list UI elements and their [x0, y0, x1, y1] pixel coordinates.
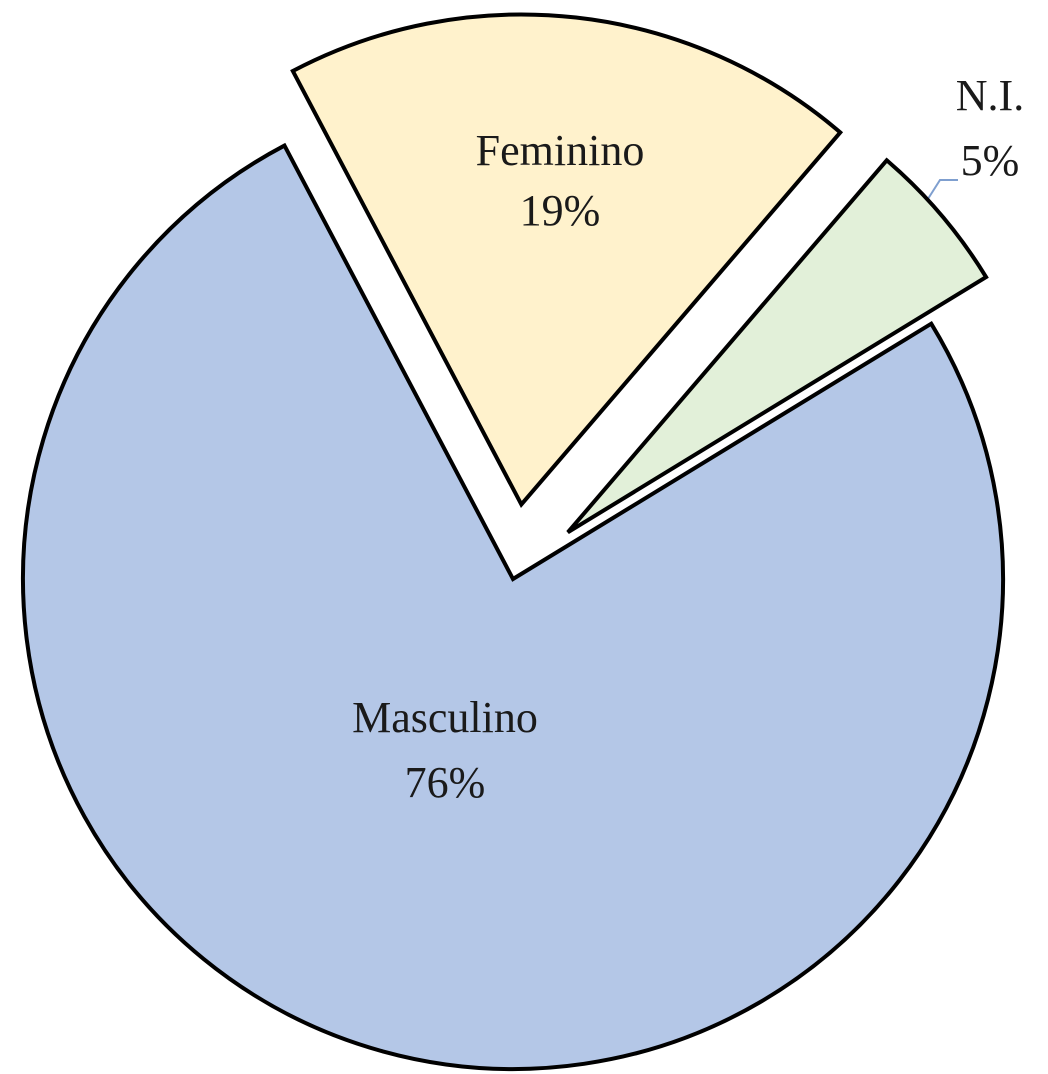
slice-label: Feminino	[476, 126, 645, 175]
value-label: 5%	[961, 136, 1020, 185]
value-label: 19%	[520, 186, 601, 235]
slice-label: Masculino	[352, 693, 538, 742]
pie-slice	[566, 157, 989, 535]
leader-line	[925, 179, 958, 203]
slice-label: N.I.	[956, 71, 1024, 120]
pie-slice	[290, 12, 844, 509]
pie-slice	[21, 142, 1005, 1071]
value-label: 76%	[405, 758, 486, 807]
